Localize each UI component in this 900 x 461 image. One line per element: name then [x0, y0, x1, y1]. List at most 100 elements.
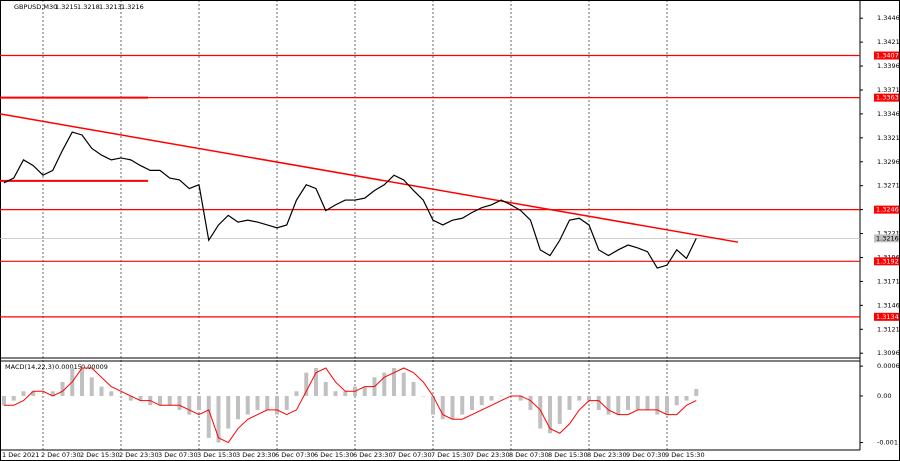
macd-bar	[158, 395, 162, 406]
x-tick-label: 7 Dec 15:30	[431, 451, 471, 459]
y-tick-label: 1.3371	[877, 86, 900, 94]
macd-bar	[284, 395, 289, 410]
level-tag	[874, 257, 899, 266]
macd-bar	[323, 381, 328, 396]
x-tick-label: 3 Dec 23:30	[236, 451, 276, 459]
macd-bar	[392, 367, 396, 396]
macd-bar	[616, 395, 621, 415]
macd-bar	[275, 395, 279, 415]
macd-bar	[645, 395, 650, 410]
macd-bar	[11, 395, 16, 401]
macd-bar	[499, 395, 504, 397]
x-tick-label: 2 Dec 15:30	[80, 451, 120, 459]
level-tag	[874, 51, 899, 60]
current-price-label: 1.3216	[876, 234, 899, 242]
level-label: 1.3363	[876, 94, 899, 102]
macd-bar	[450, 395, 455, 420]
x-tick-label: 9 Dec 07:30	[626, 451, 666, 459]
macd-bar	[548, 395, 552, 434]
macd-bar	[2, 395, 6, 406]
ohlc-value: 1.3213	[99, 3, 122, 11]
y-tick-label: 1.3396	[877, 62, 900, 70]
macd-bar	[596, 395, 601, 410]
macd-bar	[694, 388, 699, 396]
y-tick-label: 1.3321	[877, 134, 900, 142]
y-tick-label: 1.3271	[877, 182, 900, 190]
level-tag	[874, 312, 899, 321]
signal-line	[4, 367, 697, 444]
macd-bar	[557, 395, 562, 424]
y-tick-label: 1.3121	[877, 325, 900, 333]
x-tick-label: 7 Dec 07:30	[392, 451, 432, 459]
y2-tick-label: -0.001	[877, 439, 898, 447]
macd-bar	[577, 395, 582, 401]
current-price-tag	[874, 234, 899, 243]
macd-bar	[626, 395, 630, 410]
macd-bar	[606, 395, 611, 415]
macd-bar	[401, 372, 406, 396]
x-tick-label: 3 Dec 15:30	[197, 451, 237, 459]
macd-bar	[479, 395, 484, 406]
macd-bar	[587, 395, 591, 401]
macd-bar	[206, 395, 211, 438]
macd-bar	[304, 372, 309, 396]
ohlc-value: 1.3218	[77, 3, 100, 11]
x-tick-label: 6 Dec 07:30	[275, 451, 315, 459]
macd-bar	[655, 395, 660, 415]
ohlc-value: 1.3216	[121, 3, 144, 11]
macd-bar	[333, 391, 338, 396]
x-tick-label: 3 Dec 07:30	[158, 451, 198, 459]
macd-bar	[411, 381, 416, 396]
y-tick-label: 1.3171	[877, 277, 900, 285]
indicator-value: 0.00009	[81, 363, 108, 371]
macd-bar	[226, 395, 231, 429]
macd-bar	[89, 377, 94, 396]
macd-bar	[314, 367, 318, 396]
macd-bar	[31, 391, 36, 396]
macd-bar	[470, 395, 474, 410]
macd-bar	[528, 395, 533, 410]
macd-bar	[187, 395, 192, 415]
macd-bar	[80, 367, 84, 396]
y2-tick-label: 0.00	[877, 392, 891, 400]
y-tick-label: 1.3421	[877, 38, 900, 46]
macd-bar	[60, 381, 65, 396]
macd-bar	[518, 395, 523, 401]
macd-bar	[167, 395, 172, 406]
macd-bar	[489, 395, 494, 401]
x-tick-label: 8 Dec 23:30	[587, 451, 627, 459]
macd-bar	[421, 395, 426, 397]
y-tick-label: 1.3296	[877, 158, 900, 166]
y-tick-label: 1.3146	[877, 301, 900, 309]
indicator-name: MACD(14,22,3)	[5, 363, 54, 371]
level-label: 1.3246	[876, 206, 899, 214]
macd-bar	[119, 395, 123, 397]
x-tick-label: 2 Dec 23:30	[119, 451, 159, 459]
macd-bar	[197, 395, 201, 410]
macd-bar	[128, 395, 133, 401]
level-tag	[874, 205, 899, 214]
macd-bar	[431, 395, 435, 415]
x-tick-label: 8 Dec 07:30	[509, 451, 549, 459]
macd-bar	[236, 395, 240, 420]
y-tick-label: 1.3446	[877, 14, 900, 22]
x-tick-label: 7 Dec 23:30	[470, 451, 510, 459]
macd-bar	[567, 395, 572, 410]
macd-bar	[538, 395, 543, 429]
macd-bar	[138, 395, 143, 401]
macd-bar	[674, 395, 679, 406]
x-tick-label: 6 Dec 23:30	[353, 451, 393, 459]
macd-bar	[255, 395, 260, 410]
level-label: 1.3407	[876, 52, 899, 60]
macd-bar	[109, 391, 114, 396]
macd-bar	[21, 391, 26, 396]
macd-bar	[343, 391, 348, 396]
price-line	[3, 131, 697, 269]
y-tick-label: 1.3221	[877, 230, 900, 238]
macd-bar	[665, 395, 669, 415]
macd-bar	[440, 395, 445, 420]
macd-bar	[265, 395, 270, 410]
macd-bar	[99, 386, 104, 396]
trendline	[0, 113, 739, 243]
